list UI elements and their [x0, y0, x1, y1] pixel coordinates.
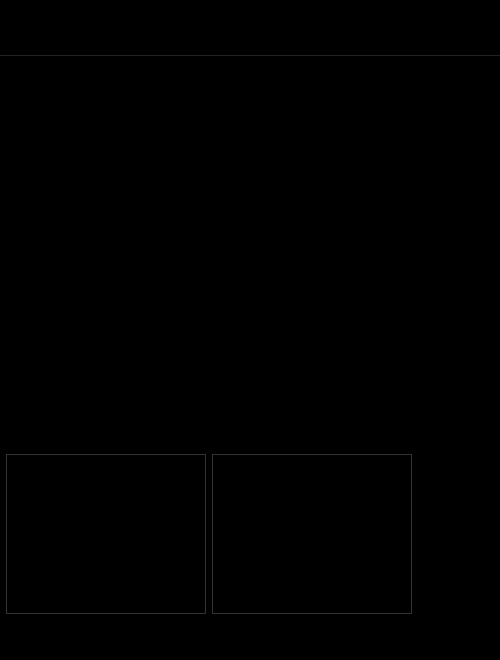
legend-prev [62, 8, 92, 35]
legend-row [0, 8, 500, 35]
dow-st-color [6, 8, 14, 16]
sub-charts [0, 454, 500, 614]
indicator-labels [0, 435, 500, 454]
candlesticks [0, 56, 478, 316]
dow-pt-color [6, 26, 14, 34]
legend-dow [6, 8, 22, 35]
price-chart[interactable] [0, 55, 500, 315]
adx-chart[interactable] [212, 454, 412, 614]
time-markers [0, 35, 500, 55]
macd-chart[interactable] [6, 454, 206, 614]
chart-title [0, 0, 500, 8]
dow-mt-color [6, 17, 14, 25]
